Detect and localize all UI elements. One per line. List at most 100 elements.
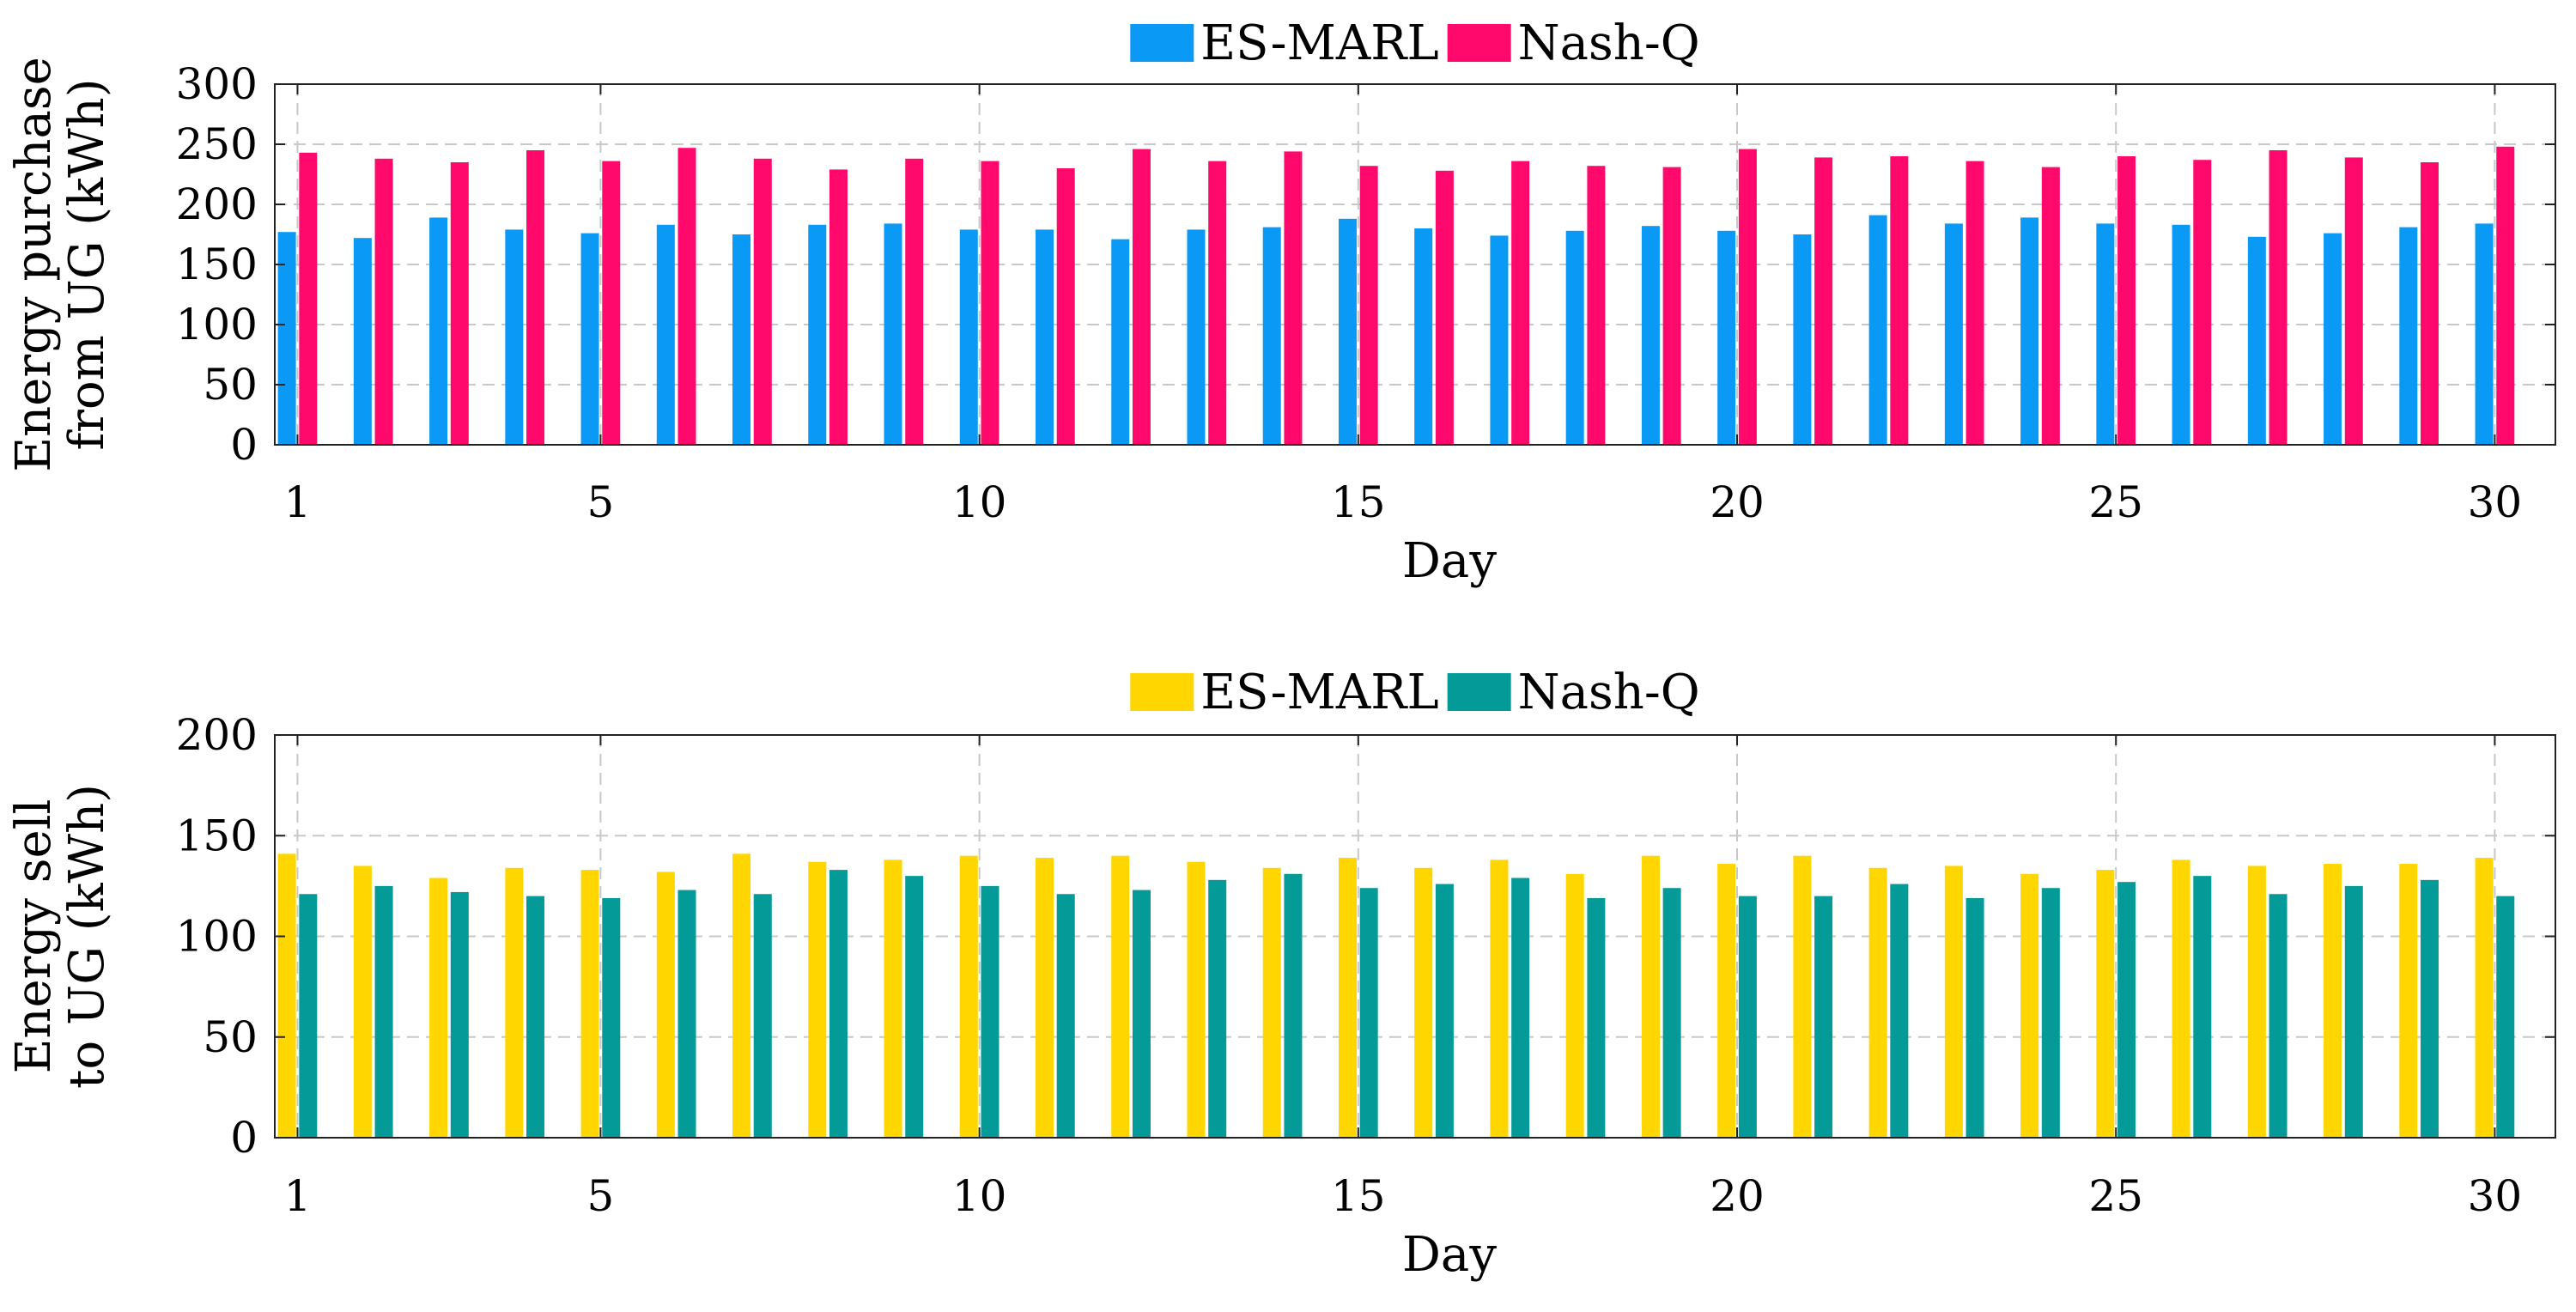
bar-es-marl-day-13 — [1187, 861, 1206, 1138]
bar-nash-q-day-3 — [450, 891, 469, 1138]
bar-es-marl-day-1 — [277, 853, 296, 1138]
bar-nash-q-day-24 — [2041, 888, 2060, 1138]
bar-es-marl-day-10 — [959, 229, 978, 445]
bar-nash-q-day-10 — [981, 885, 999, 1138]
y-tick-label: 0 — [230, 1113, 258, 1163]
bar-es-marl-day-27 — [2247, 236, 2266, 445]
bar-nash-q-day-9 — [905, 876, 924, 1138]
x-tick-label: 20 — [1710, 477, 1765, 527]
bar-es-marl-day-6 — [656, 224, 675, 445]
bar-nash-q-day-1 — [299, 894, 318, 1138]
x-tick-label: 1 — [284, 477, 312, 527]
y-tick-label: 50 — [203, 1012, 258, 1062]
bar-es-marl-day-4 — [505, 867, 524, 1138]
bar-es-marl-day-23 — [1944, 223, 1963, 445]
y-tick-label: 100 — [176, 912, 258, 962]
y-tick-label: 150 — [176, 240, 258, 289]
bar-nash-q-day-21 — [1814, 896, 1833, 1138]
bar-nash-q-day-19 — [1662, 888, 1681, 1138]
bar-nash-q-day-27 — [2269, 894, 2287, 1138]
bar-nash-q-day-3 — [450, 162, 469, 445]
series-es-marl — [277, 853, 2494, 1138]
bar-es-marl-day-16 — [1414, 867, 1433, 1138]
bar-es-marl-day-19 — [1641, 855, 1660, 1138]
bar-es-marl-day-19 — [1641, 226, 1660, 445]
bar-es-marl-day-11 — [1036, 229, 1054, 445]
y-axis-label-line: Energy sell — [6, 799, 62, 1074]
bar-es-marl-day-3 — [429, 878, 448, 1138]
bar-es-marl-day-20 — [1717, 230, 1736, 445]
bar-es-marl-day-11 — [1036, 858, 1054, 1138]
bar-nash-q-day-13 — [1208, 161, 1227, 445]
y-tick-label: 200 — [176, 179, 258, 229]
y-axis-label-line: to UG (kWh) — [59, 784, 115, 1089]
bar-nash-q-day-24 — [2041, 167, 2060, 445]
bar-nash-q-day-12 — [1132, 890, 1151, 1138]
x-tick-label: 10 — [952, 477, 1007, 527]
bar-nash-q-day-8 — [829, 169, 848, 445]
bar-nash-q-day-4 — [526, 896, 545, 1138]
x-tick-label: 1 — [284, 1171, 312, 1221]
y-axis-label-line: Energy purchase — [6, 57, 62, 472]
bar-es-marl-day-12 — [1111, 855, 1130, 1138]
legend-swatch-es-marl — [1130, 24, 1194, 62]
bar-es-marl-day-9 — [884, 859, 902, 1138]
bar-es-marl-day-1 — [277, 232, 296, 445]
bar-nash-q-day-23 — [1965, 161, 1984, 445]
legend-swatch-nash-q — [1447, 24, 1511, 62]
y-tick-label: 0 — [230, 420, 258, 470]
y-tick-label: 250 — [176, 119, 258, 169]
bar-nash-q-day-4 — [526, 150, 545, 445]
legend: ES-MARL Nash-Q — [1130, 15, 1700, 71]
bar-nash-q-day-17 — [1511, 878, 1530, 1138]
legend-swatch-es-marl — [1130, 673, 1194, 711]
bar-es-marl-day-25 — [2096, 223, 2115, 445]
bar-es-marl-day-15 — [1338, 218, 1357, 446]
bar-nash-q-day-15 — [1359, 166, 1378, 445]
bar-nash-q-day-13 — [1208, 879, 1227, 1138]
series-nash-q — [299, 146, 2515, 446]
bar-es-marl-day-29 — [2399, 227, 2418, 445]
bar-es-marl-day-17 — [1490, 859, 1509, 1138]
bar-nash-q-day-2 — [374, 885, 393, 1138]
bar-es-marl-day-13 — [1187, 229, 1206, 445]
bar-es-marl-day-3 — [429, 217, 448, 445]
bar-es-marl-day-26 — [2172, 224, 2190, 445]
y-axis-label: Energy sellto UG (kWh) — [6, 784, 115, 1089]
bar-es-marl-day-20 — [1717, 864, 1736, 1138]
bar-es-marl-day-30 — [2475, 858, 2494, 1138]
y-tick-label: 100 — [176, 300, 258, 349]
bar-nash-q-day-11 — [1056, 168, 1075, 445]
bar-nash-q-day-1 — [299, 152, 318, 446]
bar-nash-q-day-22 — [1890, 156, 1909, 445]
bar-es-marl-day-10 — [959, 855, 978, 1138]
series-es-marl — [277, 215, 2494, 446]
bar-nash-q-day-25 — [2117, 156, 2136, 445]
bar-es-marl-day-7 — [732, 234, 751, 445]
bar-nash-q-day-16 — [1435, 884, 1454, 1138]
bar-es-marl-day-5 — [580, 870, 599, 1138]
legend-swatch-nash-q — [1447, 673, 1511, 711]
legend-label: ES-MARL — [1200, 15, 1438, 71]
bar-es-marl-day-9 — [884, 223, 902, 445]
series-nash-q — [299, 870, 2515, 1138]
bar-nash-q-day-22 — [1890, 884, 1909, 1138]
bar-nash-q-day-26 — [2193, 876, 2212, 1138]
bar-es-marl-day-5 — [580, 233, 599, 445]
y-tick-label: 50 — [203, 360, 258, 410]
x-tick-label: 30 — [2468, 477, 2523, 527]
bar-es-marl-day-21 — [1793, 234, 1812, 445]
bar-nash-q-day-17 — [1511, 161, 1530, 445]
bar-nash-q-day-16 — [1435, 170, 1454, 446]
y-axis-label: Energy purchasefrom UG (kWh) — [6, 57, 115, 472]
bar-nash-q-day-12 — [1132, 149, 1151, 445]
x-tick-label: 15 — [1331, 1171, 1386, 1221]
y-tick-label: 300 — [176, 59, 258, 109]
bar-es-marl-day-24 — [2020, 217, 2039, 445]
bar-nash-q-day-21 — [1814, 157, 1833, 445]
bar-es-marl-day-29 — [2399, 864, 2418, 1138]
x-tick-label: 5 — [587, 1171, 615, 1221]
